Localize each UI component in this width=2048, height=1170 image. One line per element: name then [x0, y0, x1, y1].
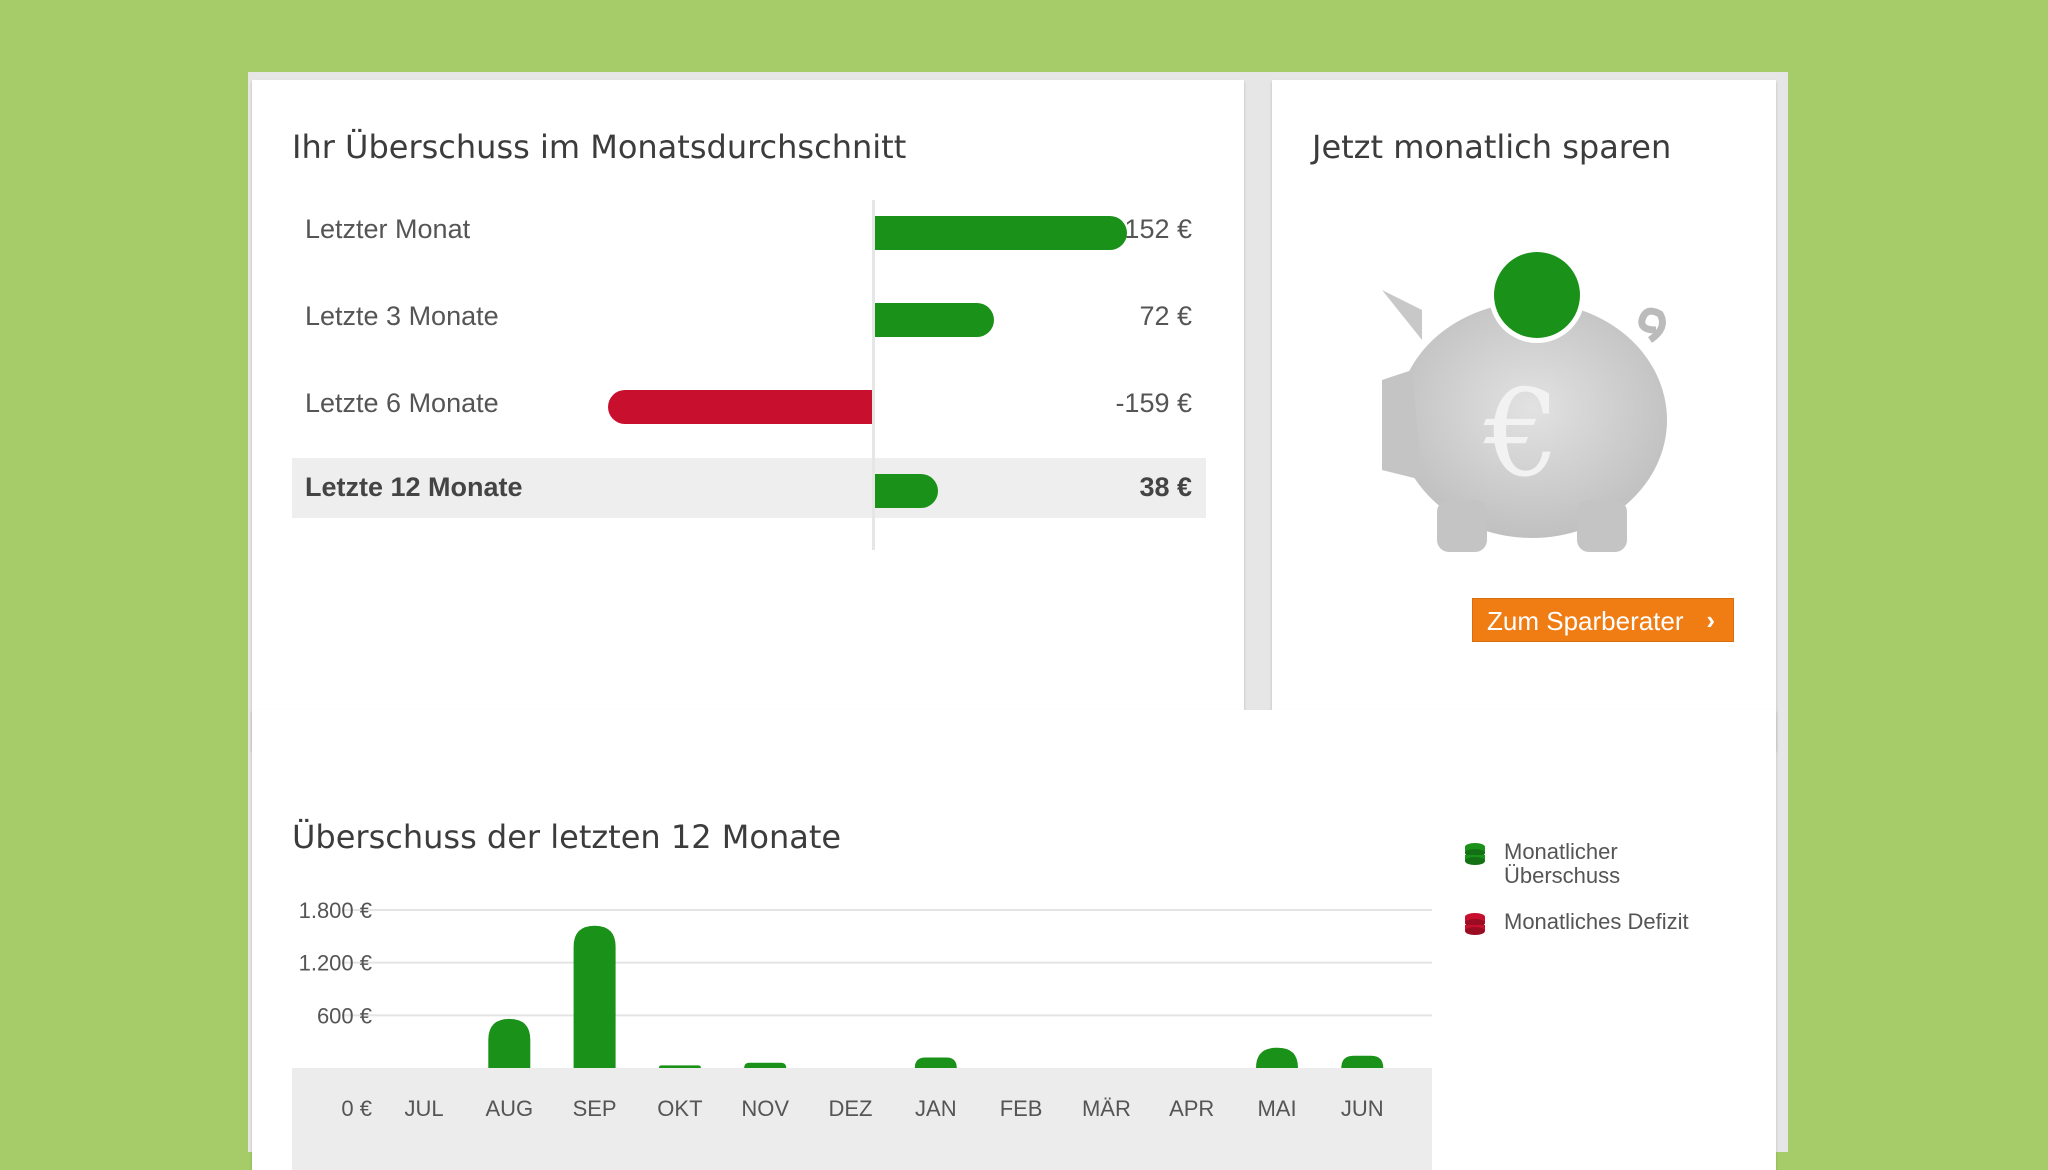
y-tick-label: 0 € — [341, 1096, 372, 1121]
surplus-bar — [875, 216, 1127, 250]
x-tick-label: MÄR — [1082, 1096, 1131, 1121]
average-surplus-card: Ihr Überschuss im Monatsdurchschnitt Let… — [252, 80, 1244, 750]
x-tick-label: APR — [1169, 1096, 1214, 1121]
row-last-month: Letzter Monat 152 € — [292, 200, 1206, 260]
row-last-6-months: Letzte 6 Monate -159 € — [292, 374, 1206, 434]
dashboard-frame: Ihr Überschuss im Monatsdurchschnitt Let… — [248, 72, 1788, 1170]
savings-card: Jetzt monatlich sparen € — [1272, 80, 1776, 750]
chart-bar — [573, 925, 616, 1068]
x-tick-label: JUL — [404, 1096, 443, 1121]
row-label: Letzte 6 Monate — [305, 388, 499, 418]
row-label: Letzte 12 Monate — [305, 472, 523, 502]
zero-axis-line — [872, 200, 875, 550]
row-label: Letzter Monat — [305, 214, 471, 244]
x-tick-label: AUG — [485, 1096, 533, 1121]
legend-label-line-1: Monatliches Defizit — [1504, 909, 1689, 934]
legend-label-line-1: Monatlicher — [1504, 839, 1618, 864]
x-tick-label: JUN — [1341, 1096, 1384, 1121]
legend-item-surplus: Monatlicher Überschuss — [1464, 840, 1764, 888]
y-tick-label: 1.800 € — [299, 898, 372, 923]
x-tick-label: JAN — [915, 1096, 957, 1121]
coin-stack-icon — [1464, 842, 1486, 873]
average-surplus-bars: Letzter Monat 152 € Letzte 3 Monate 72 €… — [292, 200, 1206, 550]
chart-bar — [658, 1065, 701, 1068]
monthly-surplus-chart: 0 € 600 € 1.200 € 1.800 € JUL AUG SEP OKT NOV DEZ… — [292, 898, 1432, 1170]
chart-bar — [488, 1018, 531, 1068]
legend-item-deficit: Monatliches Defizit — [1464, 909, 1764, 935]
svg-text:€: € — [1483, 365, 1560, 504]
x-tick-label: NOV — [741, 1096, 789, 1121]
x-tick-label: SEP — [573, 1096, 617, 1121]
chart-bar — [1341, 1055, 1384, 1068]
savings-advisor-button-label: Zum Sparberater — [1487, 606, 1684, 636]
row-value: -159 € — [1115, 388, 1192, 418]
legend-label-line-2: Überschuss — [1504, 863, 1621, 888]
row-value: 152 € — [1124, 214, 1192, 244]
surplus-bar — [875, 303, 995, 337]
surplus-bar — [875, 474, 938, 508]
y-tick-label: 600 € — [317, 1003, 372, 1028]
chart-legend: Monatlicher Überschuss Monatliches Defiz… — [1464, 840, 1764, 956]
chart-bar — [1256, 1047, 1298, 1068]
row-last-12-months: Letzte 12 Monate 38 € — [292, 458, 1206, 518]
x-tick-label: OKT — [657, 1096, 702, 1121]
piggy-bank-euro-icon: € — [1362, 230, 1682, 565]
row-last-3-months: Letzte 3 Monate 72 € — [292, 287, 1206, 347]
monthly-surplus-card: Überschuss der letzten 12 Monate 0 € 600 … — [252, 710, 1776, 1170]
row-value: 72 € — [1139, 301, 1192, 331]
row-value: 38 € — [1139, 472, 1192, 502]
savings-advisor-button[interactable]: Zum Sparberater › — [1472, 598, 1734, 642]
chevron-right-icon: › — [1706, 605, 1715, 635]
deficit-bar — [608, 390, 872, 424]
monthly-surplus-title: Überschuss der letzten 12 Monate — [292, 818, 842, 856]
coin-stack-icon — [1464, 912, 1486, 943]
savings-title: Jetzt monatlich sparen — [1312, 128, 1672, 166]
chart-bar — [914, 1057, 957, 1068]
y-tick-label: 1.200 € — [299, 951, 372, 976]
x-tick-label: MAI — [1257, 1096, 1296, 1121]
x-tick-label: DEZ — [829, 1096, 873, 1121]
row-label: Letzte 3 Monate — [305, 301, 499, 331]
x-tick-label: FEB — [1000, 1096, 1043, 1121]
average-surplus-title: Ihr Überschuss im Monatsdurchschnitt — [292, 128, 907, 166]
chart-bar — [744, 1062, 787, 1068]
